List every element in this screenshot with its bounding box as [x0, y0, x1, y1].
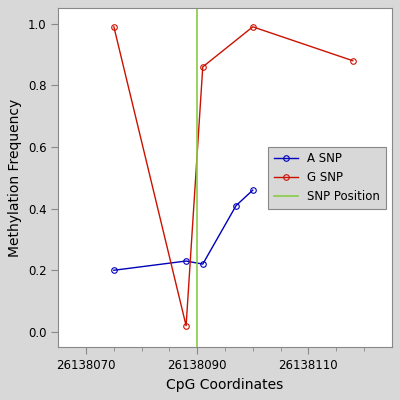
G SNP — [350, 58, 355, 63]
Line: G SNP: G SNP — [111, 24, 356, 328]
G SNP — [184, 323, 188, 328]
X-axis label: CpG Coordinates: CpG Coordinates — [166, 378, 284, 392]
Y-axis label: Methylation Frequency: Methylation Frequency — [8, 99, 22, 257]
A SNP — [234, 203, 238, 208]
A SNP — [250, 188, 255, 192]
G SNP — [200, 64, 205, 69]
Line: A SNP: A SNP — [111, 187, 256, 273]
A SNP — [200, 262, 205, 266]
G SNP — [250, 24, 255, 29]
G SNP — [112, 24, 116, 29]
Legend: A SNP, G SNP, SNP Position: A SNP, G SNP, SNP Position — [268, 146, 386, 209]
A SNP — [184, 259, 188, 264]
A SNP — [112, 268, 116, 273]
